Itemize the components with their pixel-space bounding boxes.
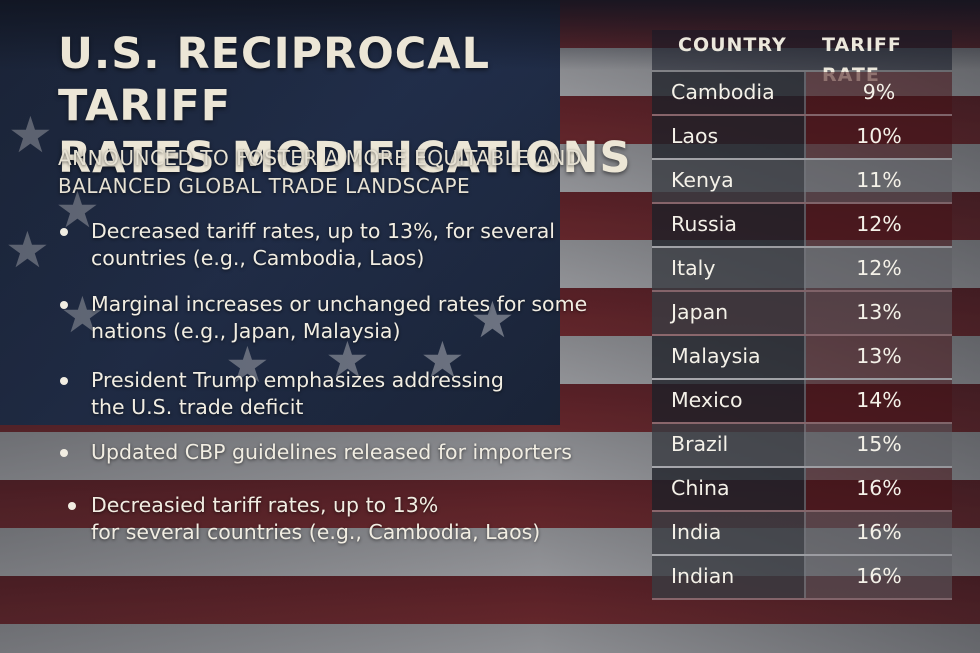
star-icon: ★	[225, 340, 270, 390]
table-row: Indian 16%	[652, 556, 952, 600]
flag-canton: ★ ★ ★ ★ ★ ★ ★ ★	[0, 0, 560, 425]
country-cell: Italy	[671, 256, 716, 280]
star-icon: ★	[325, 335, 370, 385]
table-row: Japan 13%	[652, 292, 952, 336]
rate-cell: 16%	[856, 564, 902, 588]
country-cell: Brazil	[671, 432, 729, 456]
bullet-line: Decreased tariff rates, up to 13%, for s…	[91, 219, 556, 243]
star-icon: ★	[470, 295, 515, 345]
table-row: Italy 12%	[652, 248, 952, 292]
country-cell: Mexico	[671, 388, 743, 412]
table-row: China 16%	[652, 468, 952, 512]
rate-cell: 13%	[856, 344, 902, 368]
bullet-line: nations (e.g., Japan, Malaysia)	[91, 319, 401, 343]
title-line-2: RATES MODIFICATIONS	[58, 133, 632, 183]
bullet-line: for several countries (e.g., Cambodia, L…	[91, 520, 541, 544]
rate-cell: 15%	[856, 432, 902, 456]
bullet-dot-icon	[60, 449, 68, 457]
column-header-rate: TARIFF RATE	[822, 34, 902, 86]
table-row: Kenya 11%	[652, 160, 952, 204]
rate-cell: 14%	[856, 388, 902, 412]
table-row: Malaysia 13%	[652, 336, 952, 380]
bullet-line: President Trump emphasizes addressing	[91, 368, 504, 392]
star-icon: ★	[420, 335, 465, 385]
title-line-1: U.S. RECIPROCAL TARIFF	[58, 29, 490, 131]
bullet-line: countries (e.g., Cambodia, Laos)	[91, 246, 425, 270]
bullet-dot-icon	[60, 301, 68, 309]
bullet-dot-icon	[60, 228, 68, 236]
subtitle-line-2: BALANCED GLOBAL TRADE LANDSCAPE	[58, 174, 471, 198]
bullet-line: Marginal increases or unchanged rates fo…	[91, 292, 588, 316]
country-cell: Cambodia	[671, 80, 775, 104]
rate-cell: 16%	[856, 476, 902, 500]
bullet-dot-icon	[68, 502, 76, 510]
table-row: Russia 12%	[652, 204, 952, 248]
rate-cell: 11%	[856, 168, 902, 192]
table-row: India 16%	[652, 512, 952, 556]
table-row: Laos 10%	[652, 116, 952, 160]
star-icon: ★	[8, 110, 53, 160]
star-icon: ★	[5, 225, 50, 275]
country-cell: Malaysia	[671, 344, 761, 368]
column-header-country: COUNTRY	[678, 34, 787, 56]
rate-cell: 12%	[856, 212, 902, 236]
country-cell: Kenya	[671, 168, 734, 192]
bullet-line: the U.S. trade deficit	[91, 395, 304, 419]
rate-cell: 12%	[856, 256, 902, 280]
country-cell: India	[671, 520, 722, 544]
country-cell: Indian	[671, 564, 735, 588]
tariff-table: Cambodia 9% Laos 10% Kenya 11% Russia 12…	[652, 72, 952, 600]
bullet-line: Updated CBP guidelines released for impo…	[91, 440, 572, 464]
rate-cell: 10%	[856, 124, 902, 148]
rate-cell: 16%	[856, 520, 902, 544]
star-icon: ★	[55, 185, 100, 235]
bullet-dot-icon	[60, 377, 68, 385]
table-row: Brazil 15%	[652, 424, 952, 468]
subtitle: ANNOUNCED TO FOSTER A MORE EQUITABLE AND…	[58, 144, 618, 200]
subtitle-line-1: ANNOUNCED TO FOSTER A MORE EQUITABLE AND	[58, 146, 582, 170]
rate-cell: 13%	[856, 300, 902, 324]
star-icon: ★	[60, 290, 105, 340]
country-cell: Laos	[671, 124, 719, 148]
country-cell: Russia	[671, 212, 737, 236]
page-title: U.S. RECIPROCAL TARIFF RATES MODIFICATIO…	[58, 28, 638, 184]
table-header: COUNTRY TARIFF RATE	[652, 30, 952, 86]
table-row: Cambodia 9%	[652, 72, 952, 116]
bullet-line: Decreasied tariff rates, up to 13%	[91, 493, 439, 517]
rate-cell: 9%	[862, 80, 896, 104]
table-row: Mexico 14%	[652, 380, 952, 424]
country-cell: China	[671, 476, 730, 500]
country-cell: Japan	[671, 300, 729, 324]
